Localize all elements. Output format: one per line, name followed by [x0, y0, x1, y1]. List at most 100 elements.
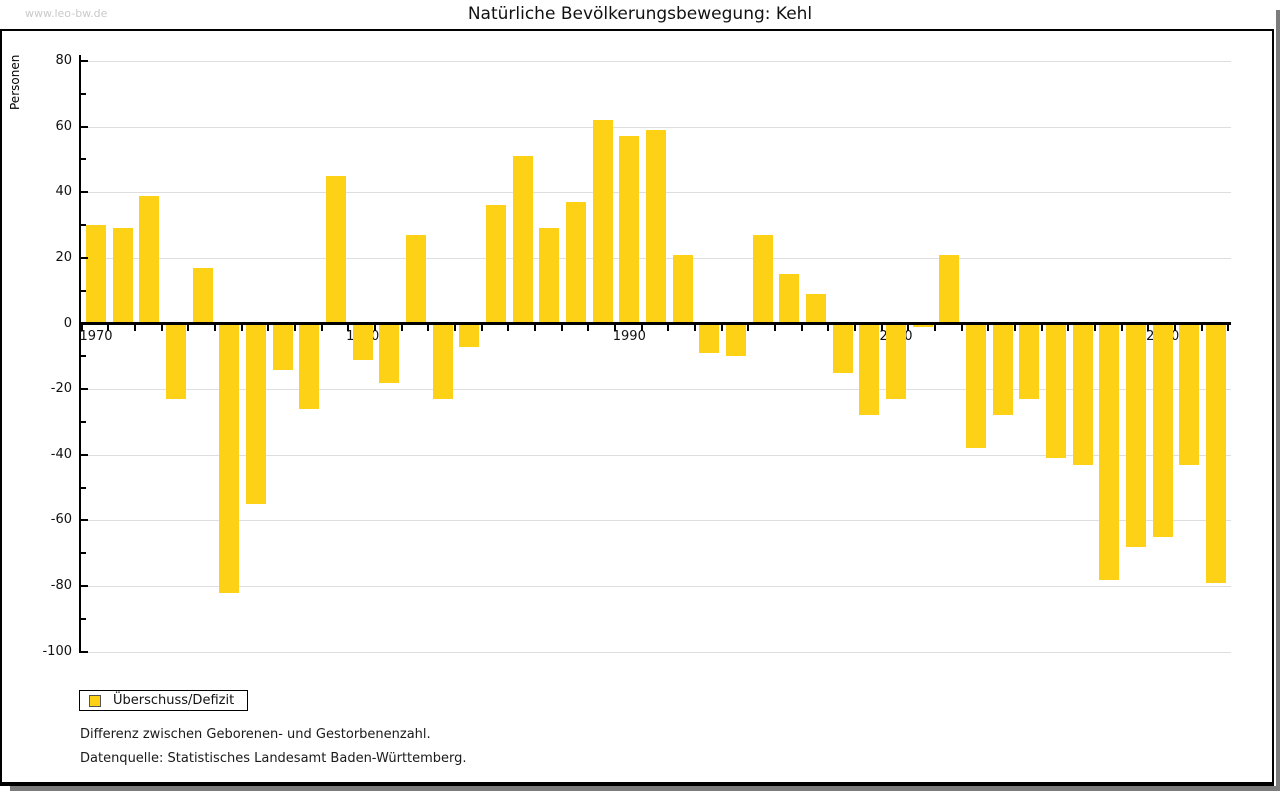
legend-swatch — [89, 694, 101, 707]
footnote-source: Datenquelle: Statistisches Landesamt Bad… — [80, 751, 467, 766]
x-tick — [560, 325, 563, 331]
legend-label: Überschuss/Defizit — [113, 693, 235, 708]
bar-1987 — [539, 228, 560, 324]
bar-1970 — [86, 225, 106, 324]
bar-1971 — [112, 228, 133, 324]
x-tick — [1147, 325, 1150, 331]
x-tick — [294, 325, 296, 331]
x-tick — [880, 325, 883, 331]
x-tick — [80, 325, 83, 331]
x-tick — [1200, 325, 1203, 331]
x-tick — [480, 325, 483, 331]
bar-1989 — [592, 120, 613, 324]
x-tick — [907, 325, 910, 331]
bar-2012 — [1206, 323, 1226, 583]
y-tick-label: -20 — [50, 381, 72, 397]
y-tick — [81, 59, 88, 62]
x-tick — [267, 325, 270, 331]
y-tick — [81, 650, 88, 653]
bar-2003 — [966, 323, 986, 449]
bar-1981 — [379, 323, 400, 383]
x-tick — [454, 325, 456, 331]
bar-1986 — [512, 156, 533, 324]
y-tick — [81, 355, 86, 358]
x-tick — [1094, 325, 1096, 331]
x-tick — [667, 325, 670, 331]
bar-1976 — [246, 323, 266, 504]
bar-2007 — [1072, 323, 1093, 465]
gridline--60 — [81, 520, 1231, 522]
y-tick-label: -40 — [50, 446, 72, 462]
gridline-60 — [81, 126, 1231, 128]
y-tick-label: 60 — [55, 118, 72, 134]
x-tick — [800, 325, 803, 331]
x-tick — [134, 325, 136, 331]
bar-1972 — [139, 195, 160, 324]
y-tick — [81, 388, 88, 391]
x-tick — [694, 325, 696, 331]
bar-1982 — [406, 234, 426, 324]
y-tick-label: 20 — [55, 249, 72, 265]
y-tick-label: -80 — [50, 578, 72, 594]
x-tick-label-1970: 1970 — [79, 329, 113, 344]
watermark: www.leo-bw.de — [25, 7, 108, 20]
bar-2010 — [1152, 323, 1173, 537]
x-tick — [1227, 325, 1230, 331]
bar-1994 — [726, 323, 746, 357]
x-tick — [320, 325, 323, 331]
bar-2006 — [1046, 323, 1066, 459]
y-tick — [81, 224, 86, 226]
x-tick — [587, 325, 590, 331]
y-tick — [81, 191, 88, 194]
page-title: Natürliche Bevölkerungsbewegung: Kehl — [467, 4, 813, 24]
bar-1990 — [619, 136, 640, 324]
x-tick — [160, 325, 163, 331]
bar-2001 — [912, 323, 933, 327]
gridline--100 — [81, 651, 1231, 653]
y-tick — [81, 486, 86, 489]
x-tick — [400, 325, 403, 331]
bar-1985 — [486, 205, 506, 324]
x-tick — [747, 325, 750, 331]
bar-1974 — [192, 267, 213, 324]
gridline--20 — [81, 389, 1231, 391]
y-tick — [81, 617, 86, 620]
y-tick — [81, 519, 88, 522]
bar-1991 — [646, 129, 666, 324]
x-tick — [640, 325, 643, 331]
card-shadow-right — [1276, 10, 1280, 791]
bar-2005 — [1019, 323, 1040, 399]
bar-1975 — [219, 323, 240, 593]
x-tick — [187, 325, 190, 331]
x-tick — [854, 325, 856, 331]
x-tick — [827, 325, 830, 331]
y-tick — [81, 125, 88, 128]
x-tick — [774, 325, 776, 331]
bar-1984 — [459, 323, 480, 347]
bar-1998 — [832, 323, 853, 373]
x-tick — [534, 325, 536, 331]
gridline--40 — [81, 454, 1231, 456]
card-shadow-bottom — [10, 786, 1280, 791]
x-axis-zero-line — [79, 322, 1231, 325]
x-tick-label-1990: 1990 — [612, 329, 646, 344]
bar-1983 — [432, 323, 453, 399]
y-tick — [81, 289, 86, 292]
y-axis-line — [79, 55, 81, 653]
y-tick — [81, 256, 88, 259]
x-tick — [107, 325, 110, 331]
x-tick — [507, 325, 510, 331]
bar-2002 — [939, 254, 960, 324]
bar-2008 — [1099, 323, 1120, 580]
x-tick — [1067, 325, 1070, 331]
bar-1999 — [859, 323, 880, 416]
x-tick — [347, 325, 350, 331]
x-tick — [1120, 325, 1123, 331]
y-tick-label: 80 — [55, 52, 72, 68]
footnote-definition: Differenz zwischen Geborenen- und Gestor… — [80, 727, 431, 742]
x-tick — [214, 325, 216, 331]
x-tick — [987, 325, 990, 331]
x-tick — [960, 325, 963, 331]
legend: Überschuss/Defizit — [79, 690, 248, 711]
